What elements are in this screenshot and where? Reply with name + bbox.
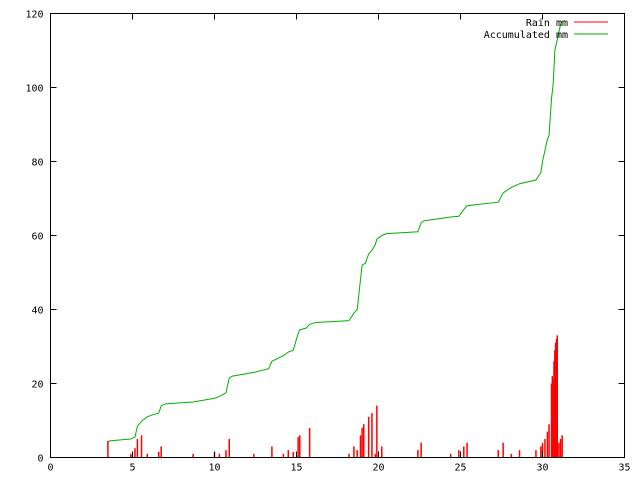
y-tick-label: 60	[31, 232, 43, 243]
x-tick-label: 20	[372, 463, 384, 474]
legend-label-rain: Rain mm	[526, 18, 568, 29]
y-tick-label: 0	[37, 454, 43, 465]
legend: Rain mm Accumulated mm	[484, 18, 608, 41]
plot-frame	[50, 13, 625, 458]
accumulated-line	[107, 20, 563, 444]
legend-label-accumulated: Accumulated mm	[484, 30, 568, 41]
x-tick-label: 5	[129, 463, 135, 474]
y-tick-label: 20	[31, 380, 43, 391]
x-tick-label: 35	[618, 463, 630, 474]
y-tick-label: 80	[31, 158, 43, 169]
x-tick-label: 25	[454, 463, 466, 474]
x-tick-label: 0	[47, 463, 53, 474]
y-tick-label: 120	[25, 10, 43, 21]
x-tick-label: 30	[536, 463, 548, 474]
x-tick-label: 15	[290, 463, 302, 474]
x-tick-label: 10	[208, 463, 220, 474]
series-layer	[107, 20, 563, 458]
y-tick-label: 100	[25, 84, 43, 95]
y-tick-label: 40	[31, 306, 43, 317]
